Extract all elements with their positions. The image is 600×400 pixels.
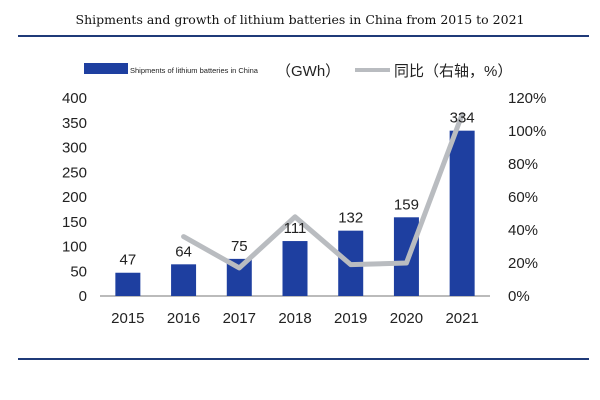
y-right-tick: 100% <box>508 123 546 140</box>
legend-bar-swatch <box>84 63 128 74</box>
y-left-tick: 250 <box>62 164 87 181</box>
growth-line-group <box>181 112 465 271</box>
legend: Shipments of lithium batteries in China … <box>84 63 512 80</box>
x-tick-2019: 2019 <box>334 310 367 327</box>
x-tick-2015: 2015 <box>111 310 144 327</box>
y-left-tick: 150 <box>62 214 87 231</box>
y-right-tick: 60% <box>508 189 538 206</box>
y-left-tick: 100 <box>62 239 87 256</box>
data-label-2017: 75 <box>231 238 248 255</box>
y-left-tick: 400 <box>62 90 87 107</box>
bottom-rule <box>18 358 589 360</box>
data-label-2015: 47 <box>120 252 137 269</box>
y-right-tick: 120% <box>508 90 546 107</box>
y-left-tick: 50 <box>70 263 87 280</box>
y-left-tick: 350 <box>62 115 87 132</box>
y-right-tick: 80% <box>508 156 538 173</box>
y-right-tick: 40% <box>508 222 538 239</box>
y-right-tick: 20% <box>508 255 538 272</box>
legend-line-label: 同比（右轴，%） <box>394 63 512 80</box>
data-label-2019: 132 <box>338 210 363 227</box>
bars-group <box>115 130 475 296</box>
y-left-axis: 0 50 100 150 200 250 300 350 400 <box>62 90 87 305</box>
x-tick-2018: 2018 <box>278 310 311 327</box>
y-right-axis: 0% 20% 40% 60% 80% 100% 120% <box>508 90 546 305</box>
data-label-2016: 64 <box>175 243 192 260</box>
data-label-2021: 334 <box>450 110 475 127</box>
y-left-tick: 0 <box>79 288 87 305</box>
x-tick-2016: 2016 <box>167 310 200 327</box>
bar-2016 <box>171 264 197 296</box>
bar-2018 <box>282 241 308 296</box>
bar-2015 <box>115 272 141 296</box>
data-label-2020: 159 <box>394 196 419 213</box>
data-labels-group: 47 64 75 111 132 159 334 <box>120 110 475 269</box>
legend-bar-label: Shipments of lithium batteries in China <box>130 66 259 75</box>
growth-line <box>181 112 465 271</box>
bar-2021 <box>449 130 475 296</box>
y-left-tick: 200 <box>62 189 87 206</box>
y-right-tick: 0% <box>508 288 530 305</box>
x-tick-2020: 2020 <box>390 310 423 327</box>
data-label-2018: 111 <box>284 220 307 237</box>
x-axis-ticks: 2015 2016 2017 2018 2019 2020 2021 <box>111 310 479 327</box>
y-left-tick: 300 <box>62 140 87 157</box>
chart-title: Shipments and growth of lithium batterie… <box>75 12 525 27</box>
top-rule <box>18 35 589 37</box>
x-tick-2021: 2021 <box>445 310 478 327</box>
x-tick-2017: 2017 <box>223 310 256 327</box>
legend-bar-unit: （GWh） <box>276 63 340 80</box>
